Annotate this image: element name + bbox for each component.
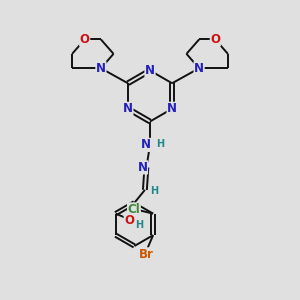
- Text: N: N: [145, 64, 155, 77]
- Text: H: H: [135, 220, 143, 230]
- Text: H: H: [150, 185, 158, 196]
- Text: N: N: [123, 102, 133, 115]
- Text: Br: Br: [139, 248, 154, 261]
- Text: H: H: [157, 139, 165, 149]
- Text: N: N: [137, 161, 148, 174]
- Text: N: N: [141, 138, 151, 152]
- Text: O: O: [80, 33, 90, 46]
- Text: N: N: [96, 62, 106, 75]
- Text: O: O: [124, 214, 134, 227]
- Text: Cl: Cl: [128, 203, 140, 216]
- Text: N: N: [194, 62, 204, 75]
- Text: O: O: [210, 33, 220, 46]
- Text: N: N: [167, 102, 177, 115]
